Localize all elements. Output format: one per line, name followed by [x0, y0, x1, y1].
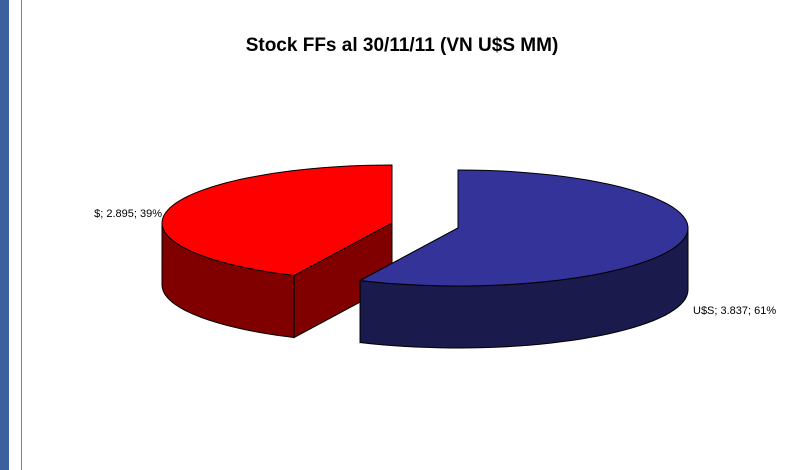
pie-slice — [161, 164, 393, 339]
data-label: $; 2.895; 39% — [94, 208, 162, 220]
slice-top — [161, 164, 393, 277]
chart-title: Stock FFs al 30/11/11 (VN U$S MM) — [246, 35, 559, 56]
data-label: U$S; 3.837; 61% — [693, 305, 776, 317]
margin — [9, 0, 21, 470]
slice-top — [358, 169, 689, 287]
left-border — [0, 0, 9, 470]
pie-slice — [358, 169, 689, 349]
